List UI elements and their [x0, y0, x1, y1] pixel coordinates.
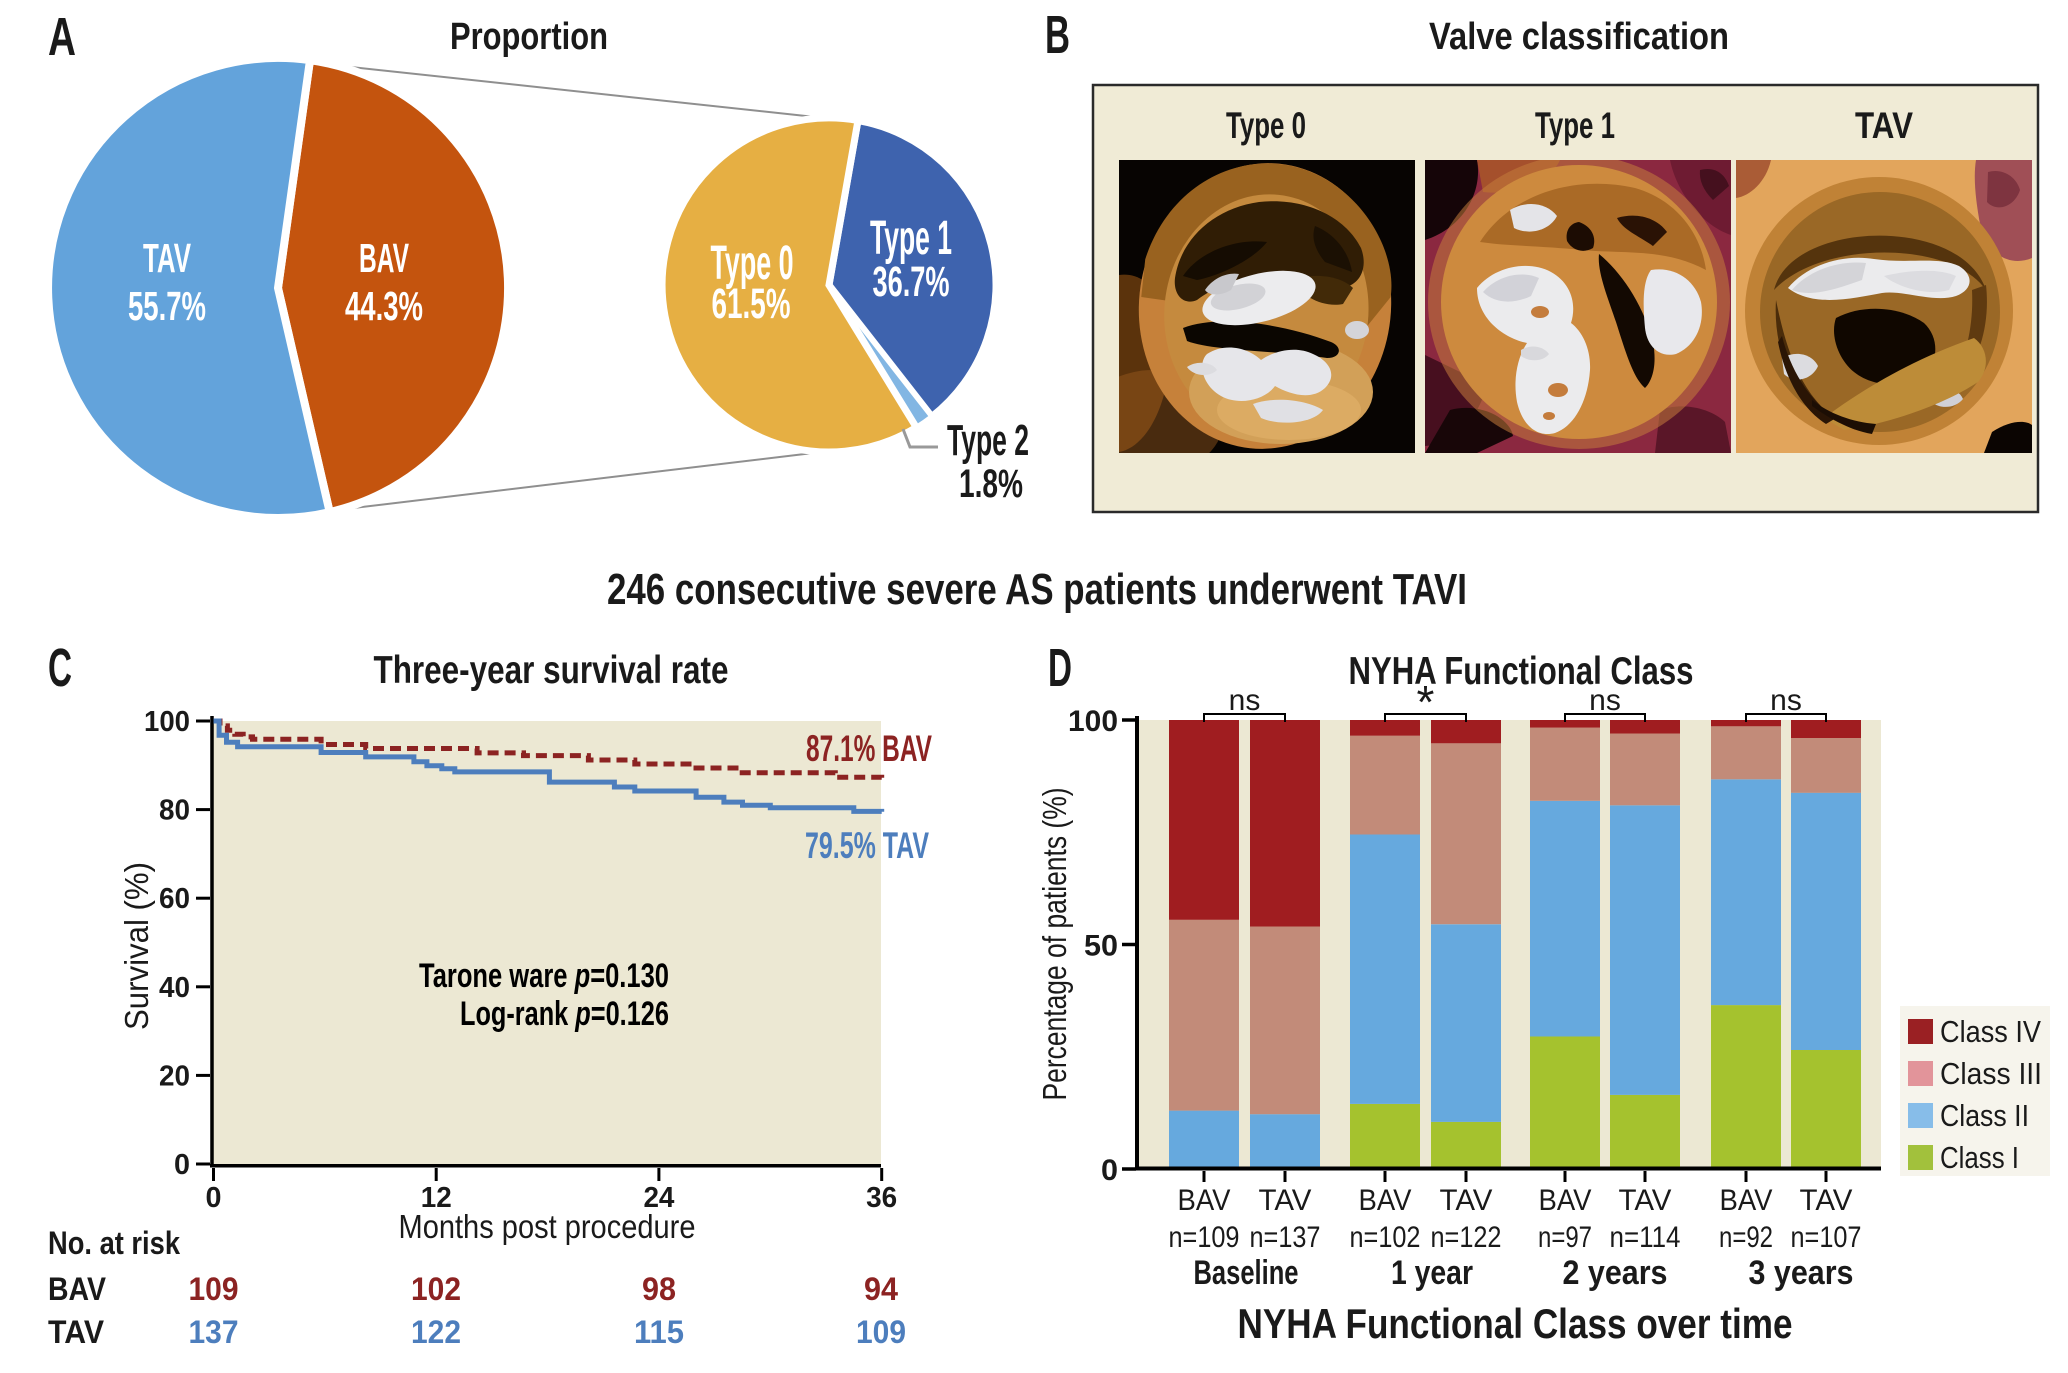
svg-text:0: 0	[206, 1182, 222, 1214]
svg-text:BAV: BAV	[1539, 1184, 1592, 1217]
svg-text:36.7%: 36.7%	[873, 258, 950, 306]
svg-text:TAV: TAV	[1800, 1184, 1853, 1217]
svg-text:80: 80	[159, 795, 190, 827]
svg-text:44.3%: 44.3%	[345, 283, 423, 329]
svg-text:100: 100	[1068, 705, 1118, 738]
svg-text:137: 137	[189, 1314, 239, 1350]
svg-text:TAV: TAV	[1440, 1184, 1493, 1217]
svg-text:ns: ns	[1229, 684, 1261, 717]
svg-text:p: p	[574, 957, 590, 995]
svg-text:61.5%: 61.5%	[712, 280, 791, 328]
svg-text:Three-year survival rate: Three-year survival rate	[374, 649, 729, 692]
svg-text:0: 0	[174, 1149, 190, 1181]
svg-text:50: 50	[1084, 930, 1118, 963]
svg-text:*: *	[1417, 676, 1435, 728]
svg-text:Type 2: Type 2	[947, 416, 1029, 465]
svg-text:246 consecutive severe AS pati: 246 consecutive severe AS patients under…	[607, 565, 1467, 614]
svg-text:102: 102	[411, 1271, 461, 1307]
svg-text:Type 0: Type 0	[1226, 105, 1306, 146]
svg-text:A: A	[48, 7, 76, 67]
svg-text:BAV: BAV	[1178, 1184, 1231, 1217]
svg-text:n=109: n=109	[1169, 1221, 1240, 1254]
svg-text:Percentage of patients (%): Percentage of patients (%)	[1036, 788, 1073, 1101]
svg-text:BAV: BAV	[48, 1271, 107, 1307]
svg-text:Valve classification: Valve classification	[1429, 16, 1729, 58]
svg-text:p: p	[575, 995, 591, 1033]
svg-text:Survival (%): Survival (%)	[118, 862, 155, 1030]
svg-text:Months post procedure: Months post procedure	[399, 1208, 696, 1245]
svg-text:Type 0: Type 0	[711, 237, 794, 290]
svg-text:Baseline: Baseline	[1194, 1254, 1299, 1292]
svg-text:109: 109	[856, 1314, 906, 1350]
svg-text:n=137: n=137	[1250, 1221, 1321, 1254]
svg-text:12: 12	[421, 1182, 452, 1214]
svg-text:n=114: n=114	[1610, 1221, 1681, 1254]
svg-text:TAV: TAV	[1259, 1184, 1312, 1217]
svg-text:TAV: TAV	[48, 1314, 105, 1350]
svg-text:BAV: BAV	[1359, 1184, 1412, 1217]
svg-text:Class IV: Class IV	[1940, 1014, 2041, 1049]
svg-text:BAV: BAV	[359, 235, 409, 281]
svg-text:ns: ns	[1770, 684, 1802, 717]
svg-text:n=122: n=122	[1431, 1221, 1502, 1254]
svg-text:60: 60	[159, 883, 190, 915]
svg-text:Proportion: Proportion	[450, 16, 608, 58]
svg-text:n=97: n=97	[1538, 1221, 1592, 1254]
svg-text:3 years: 3 years	[1749, 1254, 1854, 1292]
svg-text:0: 0	[1101, 1154, 1118, 1187]
svg-text:ns: ns	[1589, 684, 1621, 717]
svg-text:NYHA Functional Class over tim: NYHA Functional Class over time	[1238, 1300, 1793, 1347]
svg-text:122: 122	[411, 1314, 461, 1350]
svg-text:=0.126: =0.126	[591, 995, 669, 1033]
svg-text:n=107: n=107	[1791, 1221, 1862, 1254]
svg-text:87.1% BAV: 87.1% BAV	[806, 728, 932, 769]
svg-text:=0.130: =0.130	[590, 957, 669, 995]
svg-text:109: 109	[189, 1271, 239, 1307]
svg-text:98: 98	[642, 1271, 676, 1307]
svg-text:n=92: n=92	[1719, 1221, 1773, 1254]
svg-text:Class II: Class II	[1940, 1098, 2029, 1133]
svg-text:1.8%: 1.8%	[959, 462, 1023, 506]
svg-text:2 years: 2 years	[1563, 1254, 1668, 1292]
svg-text:100: 100	[144, 706, 190, 738]
svg-text:TAV: TAV	[143, 235, 191, 281]
svg-text:TAV: TAV	[1855, 105, 1913, 146]
svg-text:Class III: Class III	[1940, 1056, 2042, 1091]
svg-text:BAV: BAV	[1720, 1184, 1773, 1217]
svg-text:TAV: TAV	[1619, 1184, 1672, 1217]
svg-text:24: 24	[643, 1182, 674, 1214]
svg-text:40: 40	[159, 972, 190, 1004]
svg-text:C: C	[48, 638, 72, 698]
svg-text:NYHA Functional Class: NYHA Functional Class	[1349, 650, 1694, 693]
svg-text:20: 20	[159, 1060, 190, 1092]
svg-text:Class I: Class I	[1940, 1140, 2019, 1175]
svg-text:55.7%: 55.7%	[128, 283, 206, 329]
svg-text:n=102: n=102	[1350, 1221, 1421, 1254]
svg-text:D: D	[1048, 638, 1072, 698]
svg-text:36: 36	[866, 1182, 897, 1214]
svg-text:Tarone ware: Tarone ware	[419, 957, 575, 995]
svg-text:No. at risk: No. at risk	[48, 1225, 180, 1261]
svg-text:1 year: 1 year	[1391, 1254, 1473, 1292]
svg-text:B: B	[1045, 5, 1070, 65]
svg-text:Type 1: Type 1	[870, 212, 952, 265]
svg-text:94: 94	[864, 1271, 898, 1307]
svg-text:115: 115	[634, 1314, 684, 1350]
svg-text:79.5% TAV: 79.5% TAV	[805, 825, 929, 866]
svg-text:Log-rank: Log-rank	[460, 995, 575, 1033]
svg-text:Type 1: Type 1	[1535, 105, 1615, 146]
